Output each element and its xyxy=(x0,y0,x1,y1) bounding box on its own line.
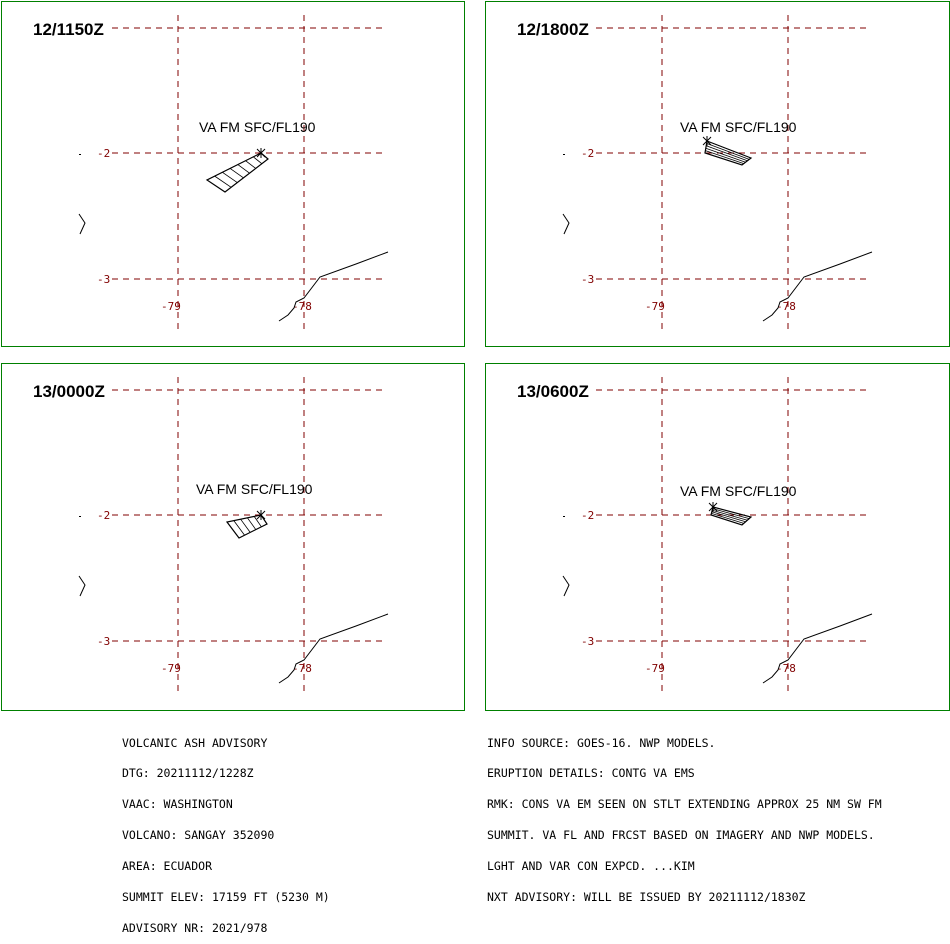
forecast-panel-1: -2 -3 -79 -78 12/1150Z VA FM SFC/FL190 xyxy=(1,1,465,347)
ash-layer-label: VA FM SFC/FL190 xyxy=(199,119,316,135)
advisory-line: ADVISORY NR: 2021/978 xyxy=(122,920,268,935)
latitude-label: -2 xyxy=(581,147,594,160)
latitude-label: -3 xyxy=(97,635,110,648)
longitude-label: -78 xyxy=(776,300,796,313)
ash-hatch-line xyxy=(712,508,750,519)
forecast-panel-4: -2 -3 -79 -78 13/0600Z VA FM SFC/FL190 xyxy=(485,363,950,711)
coastline xyxy=(278,613,389,684)
coastline xyxy=(562,213,570,235)
advisory-remarks-text: INFO SOURCE: GOES-16. NWP MODELS. ERUPTI… xyxy=(487,717,882,913)
panel-time: 13/0000Z xyxy=(33,382,105,401)
longitude-label: -79 xyxy=(161,662,181,675)
longitude-label: -78 xyxy=(776,662,796,675)
panel-time: 12/1800Z xyxy=(517,20,589,39)
ash-hatch-line xyxy=(233,520,245,536)
advisory-line: SUMMIT ELEV: 17159 FT (5230 M) xyxy=(122,890,330,905)
advisory-line: RMK: CONS VA EM SEEN ON STLT EXTENDING A… xyxy=(487,797,882,812)
panel-time: 12/1150Z xyxy=(33,20,104,39)
map-canvas: -2 -3 -79 -78 xyxy=(78,15,389,332)
ash-hatch-line xyxy=(706,145,748,162)
coastline xyxy=(762,251,873,322)
coastline xyxy=(78,575,86,597)
coastline xyxy=(78,213,86,235)
coastline xyxy=(762,613,873,684)
advisory-line: VOLCANIC ASH ADVISORY xyxy=(122,735,268,750)
longitude-label: -78 xyxy=(292,662,312,675)
ash-hatch-line xyxy=(247,517,257,530)
ash-hatch-line xyxy=(237,164,250,174)
ash-hatch-line xyxy=(222,171,238,183)
ash-hatch-line xyxy=(253,516,262,528)
advisory-line: SUMMIT. VA FL AND FRCST BASED ON IMAGERY… xyxy=(487,828,875,843)
ash-hatch-line xyxy=(706,143,750,160)
ash-hatch-line xyxy=(240,518,251,533)
forecast-panel-2: -2 -3 -79 -78 12/1800Z VA FM SFC/FL190 xyxy=(485,1,950,347)
latitude-label: -3 xyxy=(581,273,594,286)
longitude-label: -79 xyxy=(645,300,665,313)
ash-hatch-line xyxy=(712,509,748,521)
ash-hatch-line xyxy=(705,150,744,164)
map-canvas: -2 -3 -79 -78 xyxy=(78,377,389,694)
forecast-panel-3: -2 -3 -79 -78 13/0000Z VA FM SFC/FL190 xyxy=(1,363,465,711)
advisory-header-text: VOLCANIC ASH ADVISORY DTG: 20211112/1228… xyxy=(122,717,330,944)
coastline xyxy=(278,251,389,322)
ash-hatch-line xyxy=(245,160,256,169)
ash-hatch-line xyxy=(711,513,744,524)
ash-hatch-line xyxy=(229,168,244,179)
map-canvas: -2 -3 -79 -78 xyxy=(562,15,873,332)
map-canvas: -2 -3 -79 -78 xyxy=(562,377,873,694)
map-dot xyxy=(79,154,81,155)
latitude-label: -3 xyxy=(97,273,110,286)
advisory-line: INFO SOURCE: GOES-16. NWP MODELS. xyxy=(487,735,716,750)
advisory-line: VAAC: WASHINGTON xyxy=(122,797,233,812)
ash-hatch-line xyxy=(711,511,746,523)
ash-hatch-line xyxy=(214,175,232,188)
advisory-line: ERUPTION DETAILS: CONTG VA EMS xyxy=(487,766,695,781)
ash-area-polygon xyxy=(704,140,753,166)
ash-hatch-line xyxy=(253,156,263,165)
latitude-label: -3 xyxy=(581,635,594,648)
advisory-line: DTG: 20211112/1228Z xyxy=(122,766,254,781)
ash-layer-label: VA FM SFC/FL190 xyxy=(196,481,313,497)
advisory-line: AREA: ECUADOR xyxy=(122,859,213,874)
ash-layer-label: VA FM SFC/FL190 xyxy=(680,483,797,499)
longitude-label: -78 xyxy=(292,300,312,313)
ash-hatch-line xyxy=(705,147,746,163)
ash-layer-label: VA FM SFC/FL190 xyxy=(680,119,797,135)
latitude-label: -2 xyxy=(97,147,110,160)
advisory-line: VOLCANO: SANGAY 352090 xyxy=(122,828,275,843)
panel-time: 13/0600Z xyxy=(517,382,589,401)
map-dot xyxy=(563,516,565,517)
ash-area-polygon xyxy=(710,506,753,526)
map-dot xyxy=(563,154,565,155)
longitude-label: -79 xyxy=(161,300,181,313)
advisory-line: NXT ADVISORY: WILL BE ISSUED BY 20211112… xyxy=(487,890,806,905)
advisory-line: LGHT AND VAR CON EXPCD. ...KIM xyxy=(487,859,695,874)
map-dot xyxy=(79,516,81,517)
coastline xyxy=(562,575,570,597)
latitude-label: -2 xyxy=(581,509,594,522)
ash-area-polygon xyxy=(205,152,269,193)
ash-area-polygon xyxy=(225,514,268,539)
latitude-label: -2 xyxy=(97,509,110,522)
longitude-label: -79 xyxy=(645,662,665,675)
